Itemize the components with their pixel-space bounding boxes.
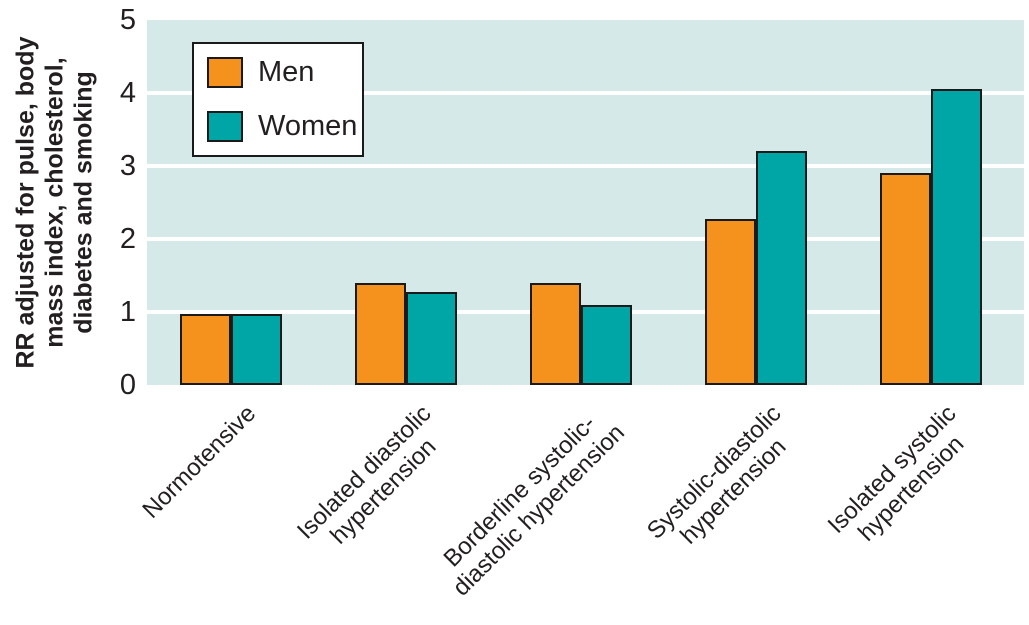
x-category-label-4: Isolated systolic hypertension: [822, 400, 969, 547]
legend-label-women: Women: [258, 110, 358, 142]
x-category-label-0: Normotensive: [137, 400, 262, 524]
y-axis-title-line: mass index, cholesterol,: [40, 57, 69, 348]
bar-men-0: [180, 314, 231, 385]
gridline: [147, 91, 1024, 95]
y-tick-label-2: 2: [119, 223, 136, 255]
gridline: [147, 237, 1024, 241]
y-tick-label-0: 0: [119, 369, 136, 401]
bar-men-1: [355, 283, 406, 385]
bar-women-0: [231, 314, 282, 385]
bar-men-3: [705, 219, 756, 385]
gridline: [147, 164, 1024, 168]
y-axis-title-line: diabetes and smoking: [69, 71, 98, 334]
y-tick-label-1: 1: [119, 296, 136, 328]
bar-women-3: [756, 151, 807, 385]
x-category-label-1: Isolated diastolic hypertension: [291, 400, 442, 550]
y-tick-label-4: 4: [119, 77, 136, 109]
bar-women-4: [931, 89, 982, 385]
x-category-label-2: Borderline systolic-diastolic hypertensi…: [438, 409, 631, 602]
legend: Men Women: [192, 42, 364, 157]
bar-men-2: [530, 283, 581, 385]
legend-swatch-women: [207, 111, 243, 142]
bar-women-2: [581, 305, 632, 385]
legend-label-men: Men: [258, 56, 315, 88]
plot-area: [147, 20, 1024, 385]
legend-swatch-men: [207, 57, 243, 88]
bar-women-1: [406, 292, 457, 385]
y-axis-title: RR adjusted for pulse, body mass index, …: [12, 18, 99, 388]
y-axis-title-line: RR adjusted for pulse, body: [11, 36, 40, 369]
legend-entry-men: Men: [207, 56, 362, 89]
y-tick-label-5: 5: [119, 4, 136, 36]
x-category-label-3: Systolic-diastolic hypertension: [641, 400, 792, 550]
y-tick-label-3: 3: [119, 150, 136, 182]
bar-men-4: [880, 173, 931, 385]
legend-entry-women: Women: [207, 110, 362, 143]
